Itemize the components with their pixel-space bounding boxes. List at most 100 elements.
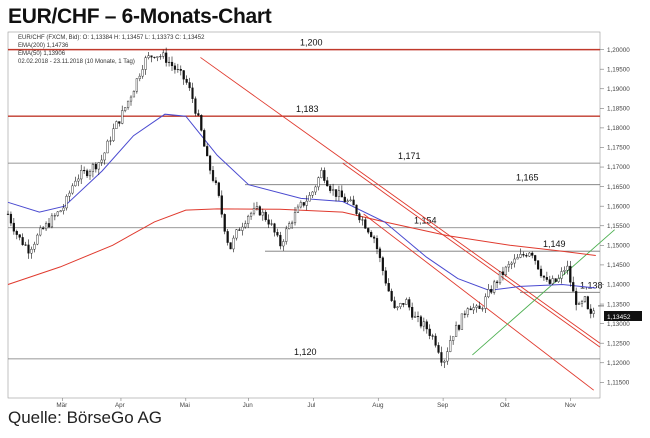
candle-body bbox=[481, 308, 484, 310]
candle-body bbox=[176, 68, 179, 70]
candle-body bbox=[513, 258, 516, 264]
candle-body bbox=[165, 52, 168, 63]
candle-body bbox=[112, 128, 115, 141]
candle-body bbox=[229, 242, 232, 250]
candle-body bbox=[74, 180, 77, 187]
candle-body bbox=[583, 296, 587, 302]
y-tick-label: 1,17500 bbox=[607, 145, 630, 152]
candle-body bbox=[531, 252, 534, 256]
candle-body bbox=[396, 306, 399, 308]
candle-body bbox=[214, 180, 218, 183]
candle-body bbox=[85, 170, 89, 177]
candle-body bbox=[68, 192, 71, 197]
candle-body bbox=[577, 303, 581, 305]
candle-body bbox=[510, 262, 513, 265]
last-price-tag-box bbox=[604, 311, 642, 321]
candle-body bbox=[375, 238, 379, 250]
candle-body bbox=[536, 260, 540, 270]
y-tick-label: 1,14000 bbox=[607, 282, 630, 289]
candle-body bbox=[156, 56, 159, 58]
candle-body bbox=[490, 289, 493, 293]
candle-body bbox=[109, 140, 112, 142]
candle-body bbox=[472, 307, 475, 311]
candle-body bbox=[539, 268, 543, 277]
candle-body bbox=[331, 189, 335, 191]
x-tick-label: Jul bbox=[307, 402, 315, 409]
y-tick-label: 1,17000 bbox=[607, 164, 630, 171]
candle-body bbox=[592, 310, 595, 314]
candle-body bbox=[554, 278, 557, 282]
candle-body bbox=[352, 199, 355, 206]
candle-body bbox=[115, 121, 118, 129]
candle-body bbox=[261, 211, 264, 216]
candle-body bbox=[372, 236, 376, 239]
candle-body bbox=[413, 315, 417, 318]
candle-body bbox=[449, 340, 452, 352]
candle-body bbox=[370, 232, 373, 238]
candle-body bbox=[258, 206, 261, 216]
y-tick-label: 1,15000 bbox=[607, 243, 630, 250]
candle-body bbox=[200, 115, 203, 131]
candle-body bbox=[443, 360, 446, 363]
last-price-tag: 1,13452 bbox=[598, 305, 642, 321]
legend-ema200: EMA(200) 1,14736 bbox=[18, 43, 69, 49]
candle-body bbox=[402, 303, 405, 305]
candle-body bbox=[83, 170, 86, 172]
candle-body bbox=[478, 305, 481, 309]
candle-body bbox=[132, 91, 136, 98]
candle-body bbox=[173, 65, 177, 70]
candle-body bbox=[12, 222, 15, 232]
x-tick-label: Mär bbox=[56, 402, 67, 409]
candle-body bbox=[572, 282, 575, 292]
candle-body bbox=[545, 277, 548, 280]
x-tick-label: Mai bbox=[180, 402, 190, 409]
candle-body bbox=[255, 206, 259, 209]
candle-body bbox=[65, 196, 68, 209]
candle-body bbox=[405, 299, 408, 305]
candle-body bbox=[431, 335, 434, 337]
level-label: 1,149 bbox=[543, 239, 566, 249]
candle-body bbox=[273, 223, 276, 233]
x-tick-label: Apr bbox=[115, 402, 125, 409]
y-tick-label: 1,13000 bbox=[607, 321, 630, 328]
candle-body bbox=[290, 222, 294, 224]
candle-body bbox=[288, 223, 291, 230]
level-label: 1,138 bbox=[580, 280, 603, 290]
candle-body bbox=[162, 52, 165, 57]
candle-body bbox=[39, 227, 42, 236]
candle-body bbox=[282, 241, 285, 247]
candle-body bbox=[454, 325, 458, 337]
candle-body bbox=[384, 270, 387, 284]
legend-ema50: EMA(50) 1,13906 bbox=[18, 51, 66, 57]
candle-body bbox=[387, 283, 390, 292]
candle-body bbox=[206, 146, 209, 157]
candle-body bbox=[91, 164, 95, 172]
candle-body bbox=[507, 264, 510, 268]
candle-body bbox=[428, 328, 431, 336]
candle-body bbox=[94, 164, 97, 170]
candle-body bbox=[463, 313, 466, 315]
candle-body bbox=[378, 248, 382, 258]
downtrend-lower-2 bbox=[363, 213, 594, 391]
candle-body bbox=[170, 61, 174, 67]
candle-body bbox=[33, 243, 36, 250]
candle-body bbox=[320, 170, 323, 178]
plot-border bbox=[7, 31, 601, 399]
level-label: 1,165 bbox=[516, 173, 539, 183]
x-axis: Mär Apr Mai Jun Jul Aug Sep Okt Nov bbox=[56, 398, 577, 409]
candle-body bbox=[144, 57, 147, 70]
candle-body bbox=[211, 170, 215, 181]
y-tick-label: 1,12500 bbox=[607, 340, 630, 347]
x-tick-label: Nov bbox=[565, 402, 577, 409]
candle-body bbox=[121, 110, 124, 124]
candle-body bbox=[30, 249, 33, 254]
candle-body bbox=[475, 305, 478, 308]
chart-legend: EUR/CHF (FXCM, Bid): O: 1,13384 H: 1,134… bbox=[18, 35, 205, 65]
last-price-tag-label: 1,13452 bbox=[607, 314, 631, 321]
candle-body bbox=[580, 301, 584, 304]
candle-body bbox=[6, 213, 10, 215]
candle-body bbox=[419, 316, 423, 327]
candle-body bbox=[15, 231, 18, 235]
candle-body bbox=[466, 308, 469, 315]
candle-body bbox=[361, 219, 364, 221]
